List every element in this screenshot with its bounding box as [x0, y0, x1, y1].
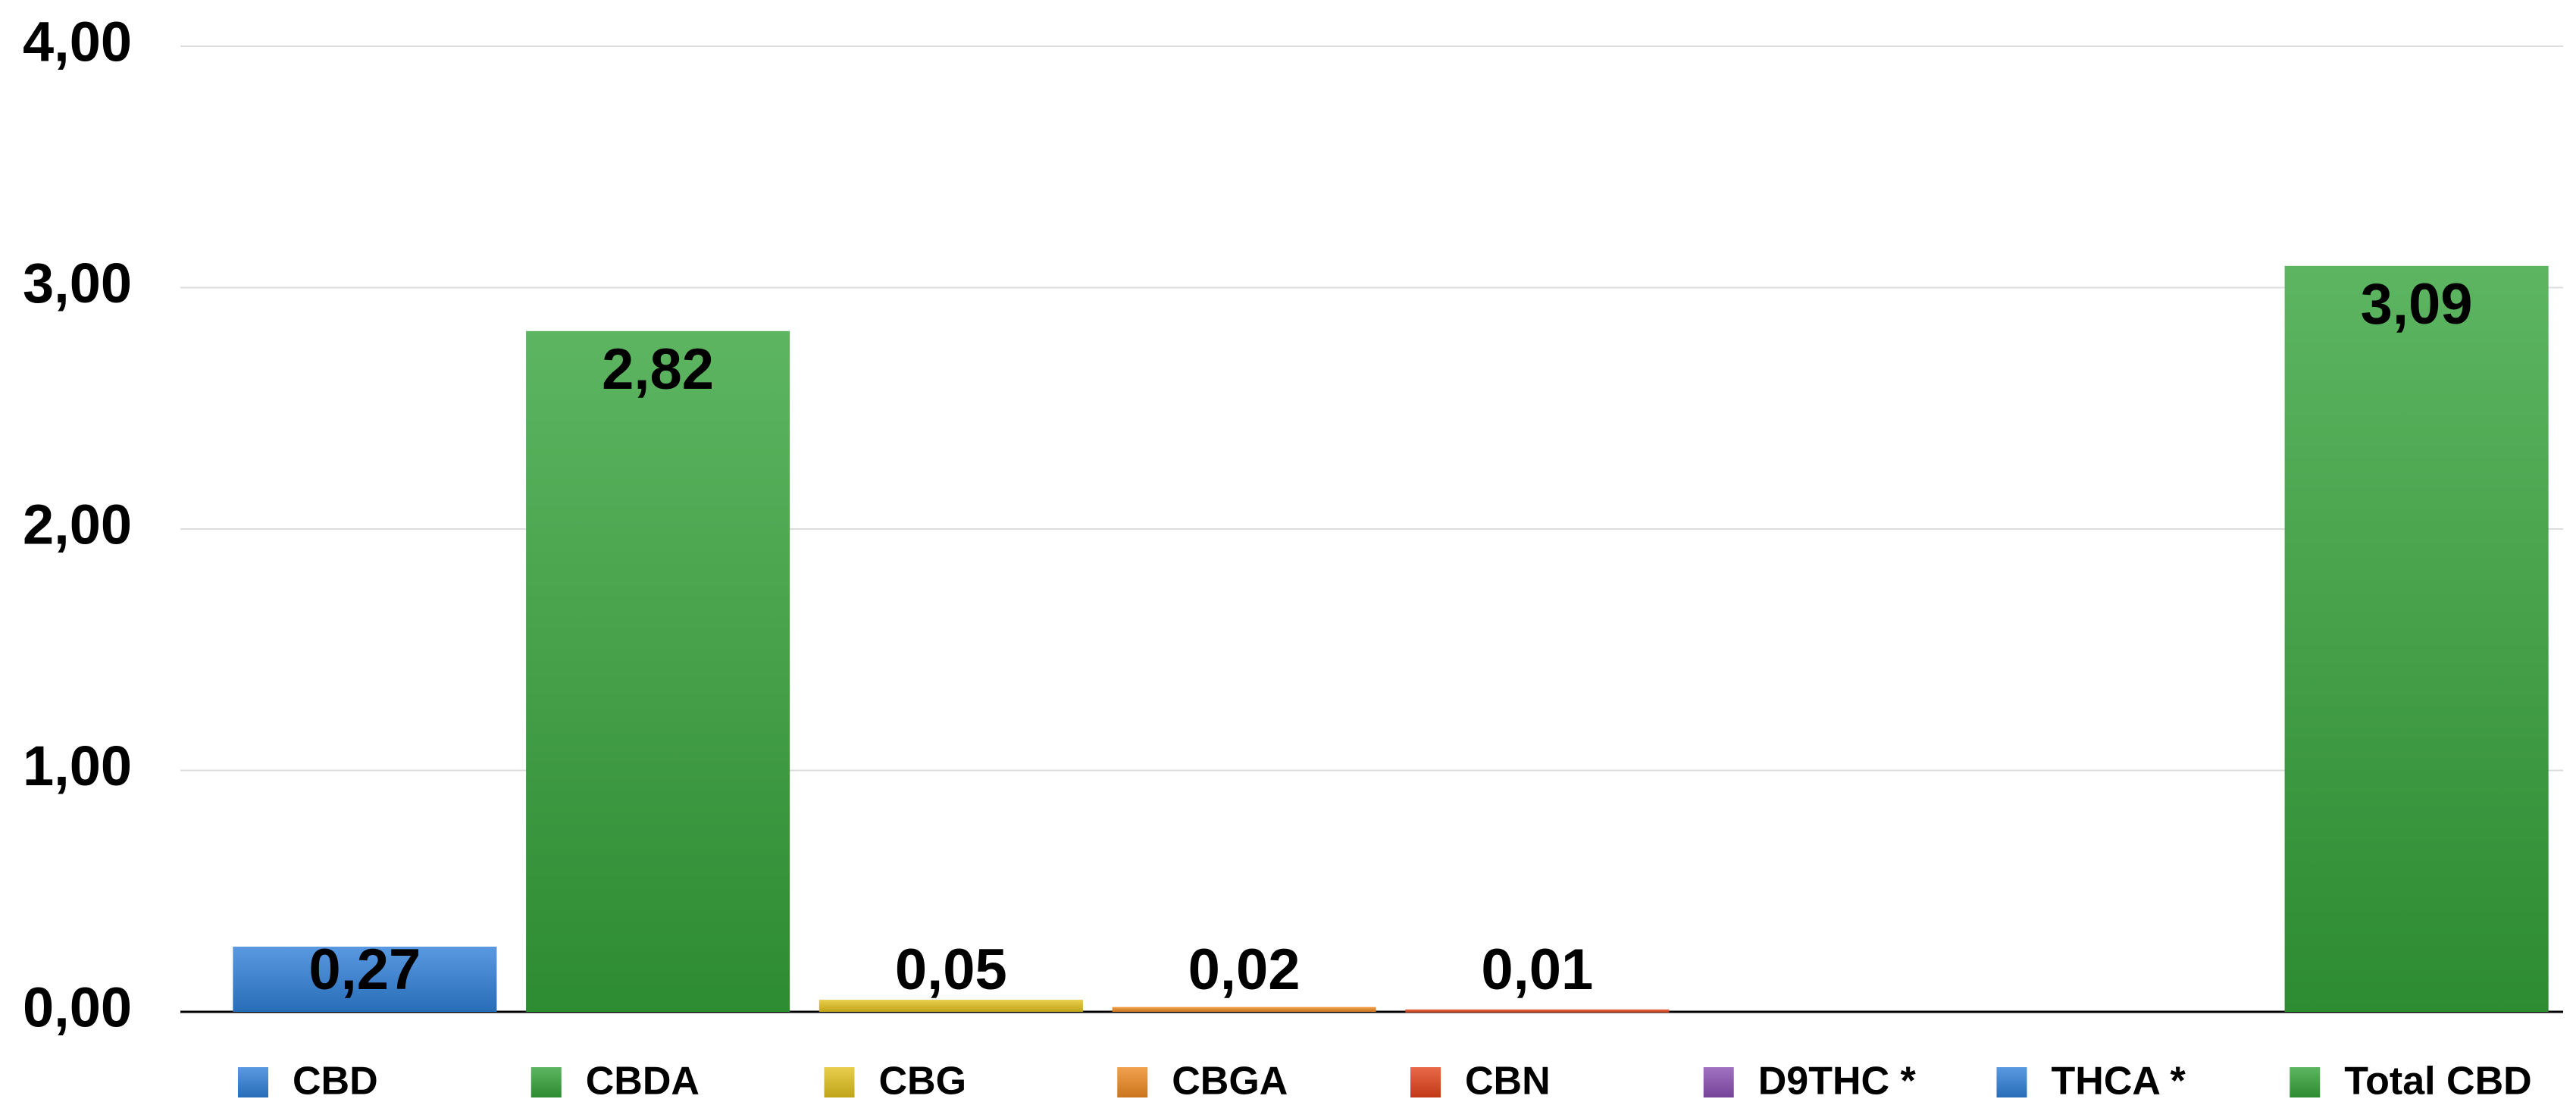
legend-label: CBGA [1172, 1060, 1288, 1099]
value-label: 3,09 [2361, 272, 2473, 337]
value-label: 0,27 [308, 938, 421, 1002]
legend-label: Total CBD [2344, 1060, 2531, 1099]
legend-swatch [2290, 1067, 2321, 1097]
value-label: 0,02 [1188, 938, 1301, 1002]
bar [526, 330, 790, 1013]
bar [2284, 265, 2549, 1013]
y-tick-label: 2,00 [23, 493, 132, 556]
value-label: 0,05 [895, 938, 1007, 1002]
value-label: 0,01 [1481, 938, 1593, 1002]
value-label: 2,82 [602, 337, 714, 402]
legend-label: D9THC * [1758, 1060, 1917, 1099]
legend-swatch [1996, 1067, 2027, 1097]
y-tick-label: 3,00 [23, 252, 132, 315]
bar [233, 947, 497, 1012]
legend-label: CBG [879, 1060, 967, 1099]
legend-label: CBDA [586, 1060, 700, 1099]
legend-swatch [1117, 1067, 1148, 1097]
bar [818, 1000, 1083, 1012]
y-tick-label: 0,00 [23, 976, 132, 1039]
legend-swatch [1703, 1067, 1734, 1097]
bar [1112, 1007, 1376, 1012]
legend-swatch [1410, 1067, 1441, 1097]
legend-swatch [824, 1067, 855, 1097]
legend-label: THCA * [2052, 1060, 2186, 1099]
y-tick-label: 1,00 [23, 734, 132, 797]
y-tick-label: 4,00 [23, 11, 132, 74]
bar [1405, 1009, 1670, 1013]
legend-swatch [531, 1067, 562, 1097]
legend-swatch [238, 1067, 268, 1097]
legend-label: CBN [1465, 1060, 1551, 1099]
legend-label: CBD [293, 1060, 378, 1099]
